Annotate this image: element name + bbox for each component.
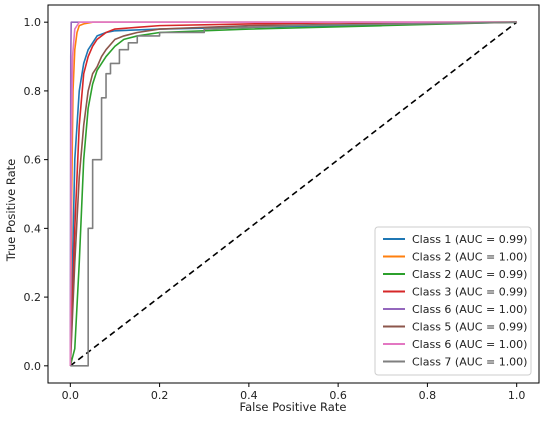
series-line-6 — [69, 21, 517, 366]
y-tick-label: 0.8 — [24, 85, 42, 98]
x-tick-label: 0.0 — [62, 389, 80, 402]
legend-entry: Class 5 (AUC = 0.99) — [412, 321, 527, 334]
y-tick-label: 0.4 — [24, 222, 42, 235]
legend-entry: Class 3 (AUC = 0.99) — [412, 286, 527, 299]
legend-entry: Class 2 (AUC = 1.00) — [412, 251, 527, 264]
x-tick-label: 0.8 — [419, 389, 437, 402]
axes: 0.0 0.2 0.4 0.6 0.8 1.0 0.0 0.2 0.4 0.6 0.8 1.0 — [24, 4, 540, 402]
legend-entry: Class 6 (AUC = 1.00) — [412, 338, 527, 351]
x-axis-label: False Positive Rate — [240, 400, 347, 414]
y-tick-label: 0.2 — [24, 291, 42, 304]
series-line-3 — [69, 21, 517, 367]
x-tick-label: 0.4 — [240, 389, 258, 402]
legend-entry: Class 6 (AUC = 1.00) — [412, 303, 527, 316]
y-tick-label: 1.0 — [24, 16, 42, 29]
series-line-4 — [69, 21, 517, 366]
series-line-1 — [69, 21, 517, 366]
axes-frame — [47, 4, 540, 384]
x-tick-label: 1.0 — [508, 389, 526, 402]
legend-entry: Class 2 (AUC = 0.99) — [412, 268, 527, 281]
series-line-8 — [70, 21, 517, 367]
y-axis-label: True Positive Rate — [4, 159, 18, 262]
x-tick-label: 0.2 — [151, 389, 169, 402]
legend-box — [374, 226, 532, 376]
legend: Class 1 (AUC = 0.99) Class 2 (AUC = 1.00)… — [374, 226, 532, 376]
legend-entry: Class 7 (AUC = 1.00) — [412, 356, 527, 369]
series-line-7 — [69, 21, 517, 366]
chance-diagonal-line — [69, 21, 518, 367]
plot-area — [69, 21, 518, 367]
x-tick-label: 0.6 — [329, 389, 347, 402]
legend-entry: Class 1 (AUC = 0.99) — [412, 233, 527, 246]
y-tick-label: 0.0 — [24, 360, 42, 373]
y-tick-label: 0.6 — [24, 154, 42, 167]
